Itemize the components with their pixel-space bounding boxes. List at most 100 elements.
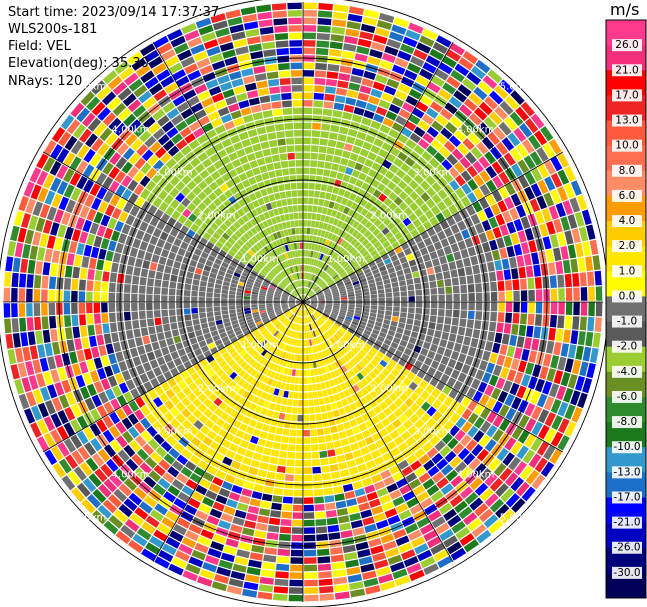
velocity-gate	[384, 283, 392, 289]
velocity-gate	[28, 375, 39, 390]
velocity-gate	[562, 200, 574, 215]
velocity-gate	[300, 250, 303, 257]
velocity-gate	[340, 197, 349, 206]
instrument-name: WLS200s-181	[8, 22, 98, 37]
velocity-gate	[26, 303, 33, 317]
velocity-gate	[404, 120, 417, 132]
velocity-gate	[260, 569, 275, 578]
velocity-gate	[297, 302, 303, 307]
velocity-gate	[492, 401, 503, 414]
velocity-gate	[314, 251, 319, 259]
velocity-gate	[316, 168, 324, 176]
velocity-gate	[317, 563, 332, 571]
velocity-gate	[261, 102, 272, 111]
velocity-gate	[307, 289, 312, 296]
velocity-gate	[474, 503, 489, 517]
velocity-gate	[349, 402, 358, 411]
velocity-gate	[200, 251, 209, 259]
velocity-gate	[311, 376, 316, 384]
velocity-gate	[232, 563, 247, 573]
velocity-gate	[151, 341, 160, 351]
velocity-gate	[340, 297, 348, 300]
velocity-gate	[307, 212, 312, 220]
velocity-gate	[314, 337, 319, 345]
velocity-gate	[401, 261, 410, 269]
velocity-gate	[484, 151, 497, 165]
velocity-gate	[362, 570, 377, 580]
velocity-gate	[303, 519, 315, 527]
velocity-gate	[433, 549, 449, 562]
velocity-gate	[481, 219, 492, 232]
velocity-gate	[510, 90, 525, 105]
velocity-gate	[357, 188, 366, 198]
velocity-gate	[453, 161, 466, 174]
velocity-gate	[284, 269, 289, 276]
velocity-gate	[322, 263, 327, 270]
velocity-gate	[297, 324, 300, 331]
velocity-gate	[232, 202, 241, 211]
velocity-gate	[97, 448, 111, 463]
velocity-gate	[376, 487, 389, 498]
velocity-gate	[20, 258, 29, 273]
velocity-gate	[277, 138, 286, 146]
velocity-gate	[296, 288, 300, 295]
velocity-gate	[303, 47, 316, 55]
velocity-gate	[213, 306, 221, 312]
velocity-gate	[118, 233, 128, 244]
velocity-gate	[451, 277, 459, 286]
velocity-gate	[314, 276, 319, 283]
velocity-gate	[322, 334, 328, 341]
velocity-gate	[118, 503, 133, 518]
velocity-gate	[451, 520, 466, 534]
velocity-gate	[243, 268, 251, 275]
velocity-gate	[225, 179, 235, 189]
velocity-gate	[408, 296, 415, 302]
velocity-gate	[423, 529, 438, 542]
velocity-gate	[563, 387, 574, 403]
velocity-gate	[310, 266, 315, 273]
velocity-gate	[169, 530, 184, 542]
velocity-gate	[239, 495, 251, 505]
velocity-gate	[553, 342, 562, 356]
velocity-gate	[339, 311, 346, 316]
velocity-gate	[289, 304, 296, 308]
velocity-gate	[247, 128, 258, 138]
velocity-gate	[317, 206, 323, 214]
velocity-gate	[309, 414, 316, 422]
velocity-gate	[470, 255, 479, 266]
velocity-gate	[127, 99, 142, 113]
velocity-gate	[176, 308, 184, 316]
velocity-gate	[354, 162, 364, 171]
velocity-gate	[116, 293, 123, 302]
velocity-gate	[317, 279, 323, 285]
velocity-gate	[347, 128, 358, 138]
velocity-gate	[325, 294, 332, 298]
velocity-gate	[165, 536, 181, 549]
elevation-label: Elevation(deg): 35.30	[8, 56, 149, 71]
velocity-gate	[233, 192, 243, 201]
velocity-gate	[289, 361, 294, 369]
velocity-gate	[236, 305, 243, 309]
velocity-gate	[332, 324, 339, 330]
velocity-gate	[338, 431, 347, 439]
velocity-gate	[260, 391, 268, 400]
velocity-gate	[476, 529, 492, 544]
velocity-gate	[294, 482, 303, 489]
velocity-gate	[248, 419, 258, 428]
velocity-gate	[453, 342, 462, 353]
velocity-gate	[578, 226, 589, 242]
velocity-gate	[415, 75, 430, 87]
velocity-gate	[236, 298, 243, 302]
velocity-gate	[197, 134, 209, 145]
velocity-gate	[149, 333, 158, 343]
velocity-gate	[408, 302, 415, 308]
velocity-gate	[87, 324, 95, 336]
velocity-gate	[191, 290, 198, 297]
velocity-gate	[258, 295, 266, 298]
velocity-gate	[398, 108, 411, 120]
velocity-gate	[502, 380, 513, 393]
velocity-gate	[293, 497, 303, 504]
velocity-gate	[11, 318, 19, 333]
velocity-gate	[351, 393, 359, 402]
velocity-gate	[344, 552, 358, 561]
